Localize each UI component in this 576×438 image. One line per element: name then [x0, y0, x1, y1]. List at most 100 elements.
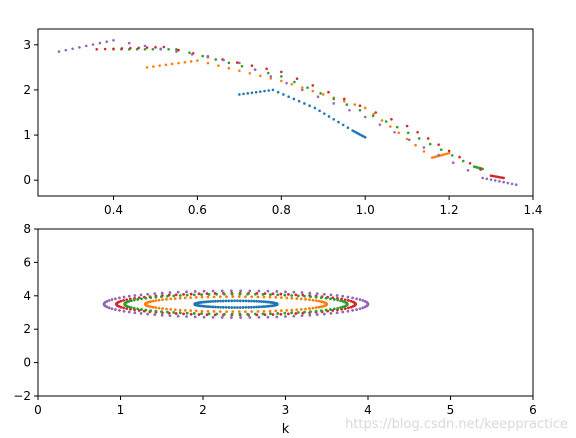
- bottom-data-point: [139, 312, 143, 315]
- top-data-point: [152, 65, 155, 68]
- bottom-y-tick-label: 8: [23, 222, 31, 236]
- bottom-data-point: [275, 315, 279, 319]
- top-data-point: [269, 77, 273, 80]
- top-data-point: [235, 61, 239, 64]
- top-data-point: [238, 61, 241, 65]
- bottom-data-point: [209, 300, 213, 303]
- bottom-data-point: [239, 289, 243, 293]
- top-data-point: [292, 97, 296, 101]
- top-data-point: [112, 47, 115, 51]
- bottom-data-point: [244, 299, 248, 303]
- bottom-data-point: [347, 299, 350, 302]
- bottom-data-point: [218, 310, 222, 313]
- top-data-point: [154, 46, 157, 49]
- top-series-0: [238, 88, 367, 139]
- bottom-data-point: [262, 295, 266, 299]
- bottom-data-point: [363, 299, 367, 303]
- bottom-data-point: [194, 295, 198, 299]
- bottom-data-point: [252, 305, 256, 309]
- top-data-point: [416, 130, 419, 134]
- top-data-point: [311, 84, 315, 87]
- top-data-point: [358, 104, 362, 108]
- bottom-data-point: [259, 305, 263, 309]
- bottom-data-point: [200, 309, 204, 313]
- top-data-point: [285, 81, 288, 85]
- bottom-data-point: [332, 307, 336, 311]
- top-data-point: [407, 138, 411, 142]
- bottom-data-point: [212, 295, 216, 299]
- top-data-point: [295, 77, 299, 80]
- top-data-point: [162, 45, 166, 49]
- bottom-data-point: [266, 315, 270, 319]
- top-data-point: [170, 62, 174, 66]
- bottom-series-4: [102, 289, 370, 319]
- top-data-point: [417, 137, 421, 140]
- top-data-point: [271, 88, 275, 92]
- top-y-tick-label: 0: [23, 173, 31, 187]
- bottom-data-point: [304, 297, 307, 301]
- bottom-data-point: [294, 293, 298, 297]
- bottom-data-point: [343, 298, 347, 302]
- bottom-data-point: [295, 297, 299, 300]
- bottom-data-point: [127, 305, 131, 309]
- bottom-data-point: [183, 296, 187, 300]
- bottom-series-0: [193, 299, 279, 309]
- bottom-data-point: [207, 312, 211, 316]
- bottom-data-point: [185, 315, 188, 318]
- bottom-data-point: [322, 292, 326, 296]
- top-data-point: [332, 117, 336, 121]
- top-data-point: [253, 68, 257, 71]
- bottom-data-point: [284, 290, 287, 294]
- bottom-data-point: [303, 294, 306, 298]
- bottom-data-point: [238, 299, 242, 303]
- bottom-x-tick-label: 1: [117, 403, 125, 417]
- bottom-data-point: [309, 310, 312, 313]
- bottom-data-point: [114, 308, 117, 311]
- bottom-data-point: [314, 295, 318, 299]
- bottom-data-point: [311, 306, 315, 310]
- top-data-point: [426, 137, 430, 140]
- bottom-data-point: [200, 293, 203, 297]
- top-data-point: [346, 126, 350, 130]
- top-data-point: [300, 86, 304, 89]
- bottom-data-point: [229, 316, 233, 319]
- top-data-point: [341, 123, 345, 127]
- top-data-point: [167, 48, 170, 51]
- bottom-data-point: [341, 299, 345, 303]
- top-data-point: [201, 54, 204, 58]
- top-data-point: [214, 58, 218, 61]
- bottom-data-point: [303, 310, 306, 314]
- top-data-point: [280, 75, 283, 78]
- top-data-point: [313, 106, 317, 110]
- bottom-data-point: [339, 299, 343, 303]
- bottom-data-point: [149, 309, 153, 312]
- bottom-data-point: [182, 292, 185, 296]
- bottom-data-point: [183, 308, 187, 312]
- bottom-data-point: [361, 299, 365, 302]
- top-x-tick-label: 0.6: [188, 203, 207, 217]
- bottom-data-point: [178, 308, 182, 312]
- bottom-data-point: [279, 296, 283, 300]
- bottom-data-point: [287, 292, 290, 296]
- top-data-point: [443, 152, 447, 156]
- bottom-data-point: [336, 298, 340, 302]
- bottom-data-point: [244, 305, 248, 309]
- bottom-data-point: [154, 309, 158, 313]
- bottom-data-point: [160, 295, 163, 299]
- bottom-data-point: [237, 310, 241, 314]
- bottom-data-point: [308, 298, 311, 302]
- top-data-point: [332, 97, 336, 101]
- bottom-data-point: [241, 306, 245, 309]
- bottom-data-point: [220, 289, 224, 293]
- top-data-point: [451, 161, 455, 165]
- bottom-data-point: [238, 312, 242, 316]
- bottom-data-point: [139, 293, 143, 297]
- top-data-point: [358, 108, 362, 112]
- bottom-data-point: [173, 297, 177, 300]
- top-data-point: [151, 48, 155, 51]
- bottom-x-axis-label: k: [282, 422, 290, 437]
- bottom-data-point: [271, 292, 275, 296]
- bottom-data-point: [345, 303, 349, 307]
